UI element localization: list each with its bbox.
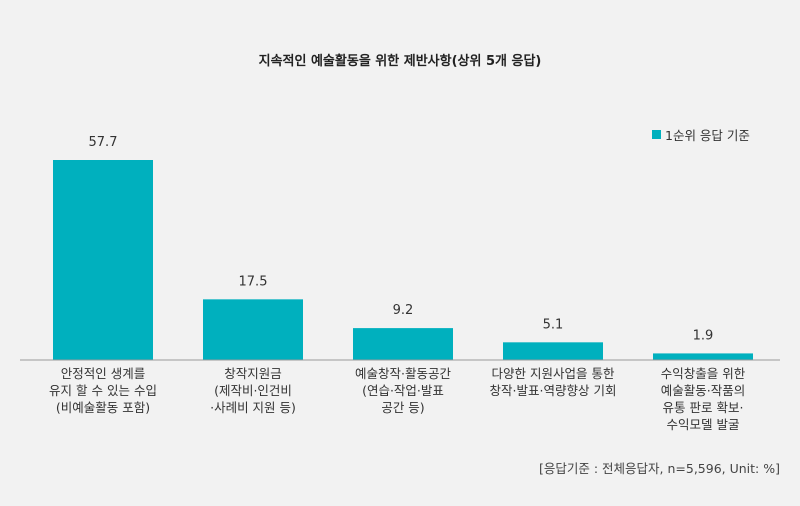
category-label-3-line-2: (연습·작업·발표 — [362, 383, 444, 398]
legend-swatch — [652, 130, 661, 139]
category-label-4-line-2: 창작·발표·역량향상 기회 — [490, 383, 617, 398]
value-label-2: 17.5 — [239, 274, 268, 289]
category-label-5-line-3: 유통 판로 확보· — [663, 400, 744, 415]
bar-3 — [353, 328, 453, 360]
category-label-3-line-1: 예술창작·활동공간 — [355, 366, 451, 381]
category-label-2-line-1: 창작지원금 — [224, 366, 282, 381]
value-label-3: 9.2 — [393, 303, 414, 318]
bar-1 — [53, 160, 153, 360]
category-label-3-line-3: 공간 등) — [381, 400, 424, 415]
category-label-5-line-2: 예술활동·작품의 — [661, 383, 745, 398]
value-label-4: 5.1 — [543, 317, 564, 332]
bar-4 — [503, 342, 603, 360]
category-label-2-line-2: (제작비·인건비 — [214, 383, 292, 398]
category-label-4-line-1: 다양한 지원사업을 통한 — [492, 366, 615, 381]
legend-label: 1순위 응답 기준 — [665, 128, 750, 143]
value-label-1: 57.7 — [89, 135, 118, 150]
value-label-5: 1.9 — [693, 328, 714, 343]
category-label-1-line-1: 안정적인 생계를 — [61, 366, 145, 381]
legend: 1순위 응답 기준 — [652, 125, 750, 144]
category-label-1-line-2: 유지 할 수 있는 수입 — [49, 383, 157, 398]
bar-5 — [653, 353, 753, 360]
category-label-5-line-1: 수익창출을 위한 — [661, 366, 746, 381]
category-label-5-line-4: 수익모델 발굴 — [667, 417, 740, 432]
category-label-1-line-3: (비예술활동 포함) — [56, 400, 150, 415]
footnote: [응답기준 : 전체응답자, n=5,596, Unit: %] — [539, 461, 780, 476]
chart-title: 지속적인 예술활동을 위한 제반사항(상위 5개 응답) — [258, 54, 542, 69]
category-label-2-line-3: ·사례비 지원 등) — [210, 400, 296, 415]
bar-2 — [203, 299, 303, 360]
